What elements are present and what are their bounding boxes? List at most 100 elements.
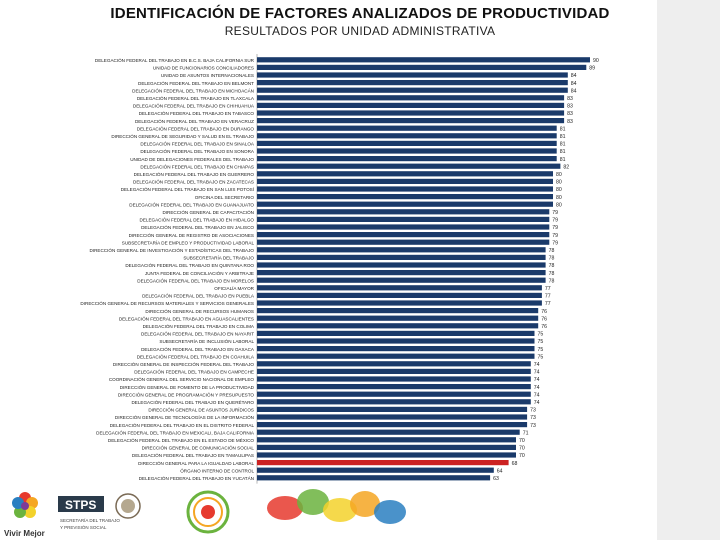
category-label: DELEGACIÓN FEDERAL DEL TRABAJO EN VERACR… bbox=[135, 118, 254, 124]
category-label: SUBSECRETARÍA DEL TRABAJO bbox=[183, 255, 254, 261]
category-label: DELEGACIÓN FEDERAL DEL TRABAJO EN B.C.S.… bbox=[95, 57, 255, 63]
category-label: DELEGACIÓN FEDERAL DEL TRABAJO EN COAHUI… bbox=[137, 353, 255, 359]
category-label: DELEGACIÓN FEDERAL DEL TRABAJO EN YUCATÁ… bbox=[139, 475, 254, 481]
data-label: 79 bbox=[552, 225, 558, 231]
category-label: DIRECCIÓN GENERAL DE INSPECCIÓN FEDERAL … bbox=[113, 361, 254, 367]
bar bbox=[257, 178, 553, 184]
bar bbox=[257, 323, 539, 329]
category-label: DELEGACIÓN FEDERAL DEL TRABAJO EN PUEBLA bbox=[142, 293, 255, 299]
data-label: 80 bbox=[556, 180, 562, 186]
data-label: 73 bbox=[530, 408, 536, 414]
category-label: DELEGACIÓN FEDERAL DEL TRABAJO EN DURANG… bbox=[137, 125, 255, 131]
stps-logo-box bbox=[58, 496, 104, 512]
bar bbox=[257, 72, 568, 78]
data-label: 78 bbox=[549, 278, 555, 284]
data-label: 81 bbox=[560, 134, 566, 140]
side-strip bbox=[657, 0, 720, 540]
category-label: DELEGACIÓN FEDERAL DEL TRABAJO EN GUERRE… bbox=[134, 171, 255, 177]
category-label: DIRECCIÓN GENERAL DE FOMENTO DE LA PRODU… bbox=[120, 384, 255, 390]
data-label: 78 bbox=[549, 263, 555, 269]
category-label: DIRECCIÓN GENERAL DE SEGURIDAD Y SALUD E… bbox=[111, 133, 254, 139]
bar bbox=[257, 475, 491, 481]
bar bbox=[257, 80, 568, 86]
category-label: COORDINACIÓN GENERAL DEL SERVICIO NACION… bbox=[109, 376, 255, 382]
data-label: 83 bbox=[567, 104, 573, 110]
category-label: DIRECCIÓN GENERAL PARA LA IGUALDAD LABOR… bbox=[138, 460, 254, 466]
bar bbox=[257, 384, 531, 390]
bar bbox=[257, 209, 550, 215]
bar bbox=[257, 87, 568, 93]
data-label: 74 bbox=[534, 377, 540, 383]
data-label: 75 bbox=[538, 347, 544, 353]
data-label: 76 bbox=[541, 324, 547, 330]
bar bbox=[257, 467, 494, 473]
data-label: 74 bbox=[534, 385, 540, 391]
category-label: DELEGACIÓN FEDERAL DEL TRABAJO EN MICHOA… bbox=[132, 87, 254, 93]
bar bbox=[257, 110, 565, 116]
data-label: 81 bbox=[560, 157, 566, 163]
stps-logo-text: STPS bbox=[65, 498, 96, 512]
category-label: DELEGACIÓN FEDERAL DEL TRABAJO EN COLIMA bbox=[143, 323, 255, 329]
category-label: OFICIALÍA MAYOR bbox=[214, 285, 254, 291]
bar bbox=[257, 64, 587, 70]
bar bbox=[257, 437, 516, 443]
data-label: 77 bbox=[545, 301, 551, 307]
category-label: DIRECCIÓN GENERAL DE TECNOLOGÍAS DE LA I… bbox=[115, 414, 254, 420]
category-label: DELEGACIÓN FEDERAL DEL TRABAJO EN MEXICA… bbox=[96, 429, 255, 435]
data-label: 79 bbox=[552, 233, 558, 239]
data-label: 79 bbox=[552, 218, 558, 224]
bar bbox=[257, 163, 561, 169]
data-label: 75 bbox=[538, 339, 544, 345]
bar bbox=[257, 156, 557, 162]
footer-logos: Vivir Mejor STPS SECRETARÍA DEL TRABAJO … bbox=[4, 489, 406, 538]
category-label: DELEGACIÓN FEDERAL DEL TRABAJO EN CHIAPA… bbox=[140, 163, 254, 169]
data-label: 76 bbox=[541, 316, 547, 322]
vivir-mejor-text: Vivir Mejor bbox=[4, 529, 45, 538]
data-label: 81 bbox=[560, 149, 566, 155]
bar bbox=[257, 224, 550, 230]
bar bbox=[257, 148, 557, 154]
category-label: DIRECCIÓN GENERAL DE COMUNICACIÓN SOCIAL bbox=[142, 445, 255, 451]
bar bbox=[257, 406, 528, 412]
category-label: DELEGACIÓN FEDERAL DEL TRABAJO EN MORELO… bbox=[137, 277, 254, 283]
data-label: 84 bbox=[571, 81, 577, 87]
data-label: 78 bbox=[549, 271, 555, 277]
bar bbox=[257, 308, 539, 314]
data-label: 63 bbox=[493, 476, 499, 482]
data-label: 74 bbox=[534, 392, 540, 398]
category-label: DIRECCIÓN GENERAL DE INVESTIGACIÓN Y EST… bbox=[90, 247, 255, 253]
category-label: DELEGACIÓN FEDERAL DEL TRABAJO EN ZACATE… bbox=[133, 179, 254, 185]
data-label: 73 bbox=[530, 423, 536, 429]
bar bbox=[257, 239, 550, 245]
data-label: 83 bbox=[567, 96, 573, 102]
bar bbox=[257, 391, 531, 397]
bar bbox=[257, 353, 535, 359]
bar bbox=[257, 262, 546, 268]
category-label: DELEGACIÓN FEDERAL DEL TRABAJO EN EL DIS… bbox=[110, 422, 255, 428]
category-label: DELEGACIÓN FEDERAL DEL TRABAJO EN HIDALG… bbox=[140, 217, 255, 223]
data-label: 74 bbox=[534, 400, 540, 406]
data-label: 81 bbox=[560, 126, 566, 132]
bar bbox=[257, 216, 550, 222]
data-label: 81 bbox=[560, 142, 566, 148]
data-label: 73 bbox=[530, 415, 536, 421]
data-label: 84 bbox=[571, 88, 577, 94]
bar bbox=[257, 414, 528, 420]
category-label: DELEGACIÓN FEDERAL DEL TRABAJO EN OAXACA bbox=[141, 346, 255, 352]
bar bbox=[257, 376, 531, 382]
bar bbox=[257, 368, 531, 374]
category-label: UNIDAD DE FUNCIONARIOS CONCILIADORES bbox=[153, 66, 254, 71]
category-label: DIRECCIÓN GENERAL DE RECURSOS HUMANOS bbox=[145, 308, 254, 314]
category-label: DELEGACIÓN FEDERAL DEL TRABAJO EN QUERÉT… bbox=[131, 399, 254, 405]
category-label: DIRECCIÓN GENERAL DE RECURSOS MATERIALES… bbox=[80, 300, 254, 306]
category-label: DELEGACIÓN FEDERAL DEL TRABAJO EN NAYARI… bbox=[141, 331, 254, 337]
data-label: 71 bbox=[523, 430, 529, 436]
bar bbox=[257, 140, 557, 146]
bar bbox=[257, 330, 535, 336]
bar bbox=[257, 118, 565, 124]
data-label: 64 bbox=[497, 468, 503, 474]
bar bbox=[257, 292, 542, 298]
data-label: 80 bbox=[556, 187, 562, 193]
data-label: 82 bbox=[563, 164, 569, 170]
